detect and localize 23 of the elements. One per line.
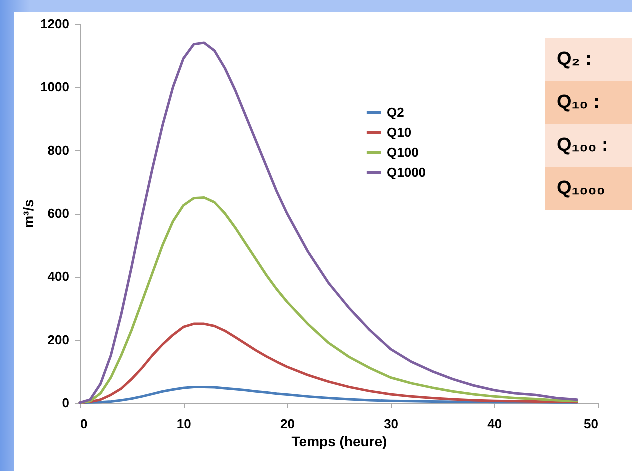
annotation: Q₁₀ : (545, 81, 632, 124)
y-tick-label: 0 (62, 396, 70, 410)
y-axis-title: m³/s (20, 199, 37, 228)
y-tick-label: 200 (48, 332, 70, 348)
x-tick-label: 0 (80, 416, 88, 432)
legend-label: Q10 (387, 125, 412, 140)
y-tick-label: 1000 (40, 80, 70, 95)
x-tick-label: 10 (176, 416, 192, 432)
legend-label: Q2 (387, 105, 404, 120)
annotation: Q₂ : (545, 38, 632, 81)
x-axis-title: Temps (heure) (292, 434, 388, 450)
legend-label: Q1000 (387, 165, 426, 180)
legend-label: Q100 (387, 145, 419, 160)
y-tick-label: 400 (48, 269, 70, 284)
annotation: Q₁₀₀₀ (545, 167, 632, 210)
x-tick-label: 50 (584, 416, 598, 432)
y-tick-label: 1200 (40, 16, 70, 32)
x-tick-label: 40 (488, 416, 502, 432)
y-tick-label: 800 (48, 142, 70, 158)
x-tick-label: 20 (280, 416, 295, 432)
annotation: Q₁₀₀ : (545, 124, 632, 167)
y-tick-label: 600 (48, 206, 70, 221)
x-tick-label: 30 (384, 416, 399, 432)
